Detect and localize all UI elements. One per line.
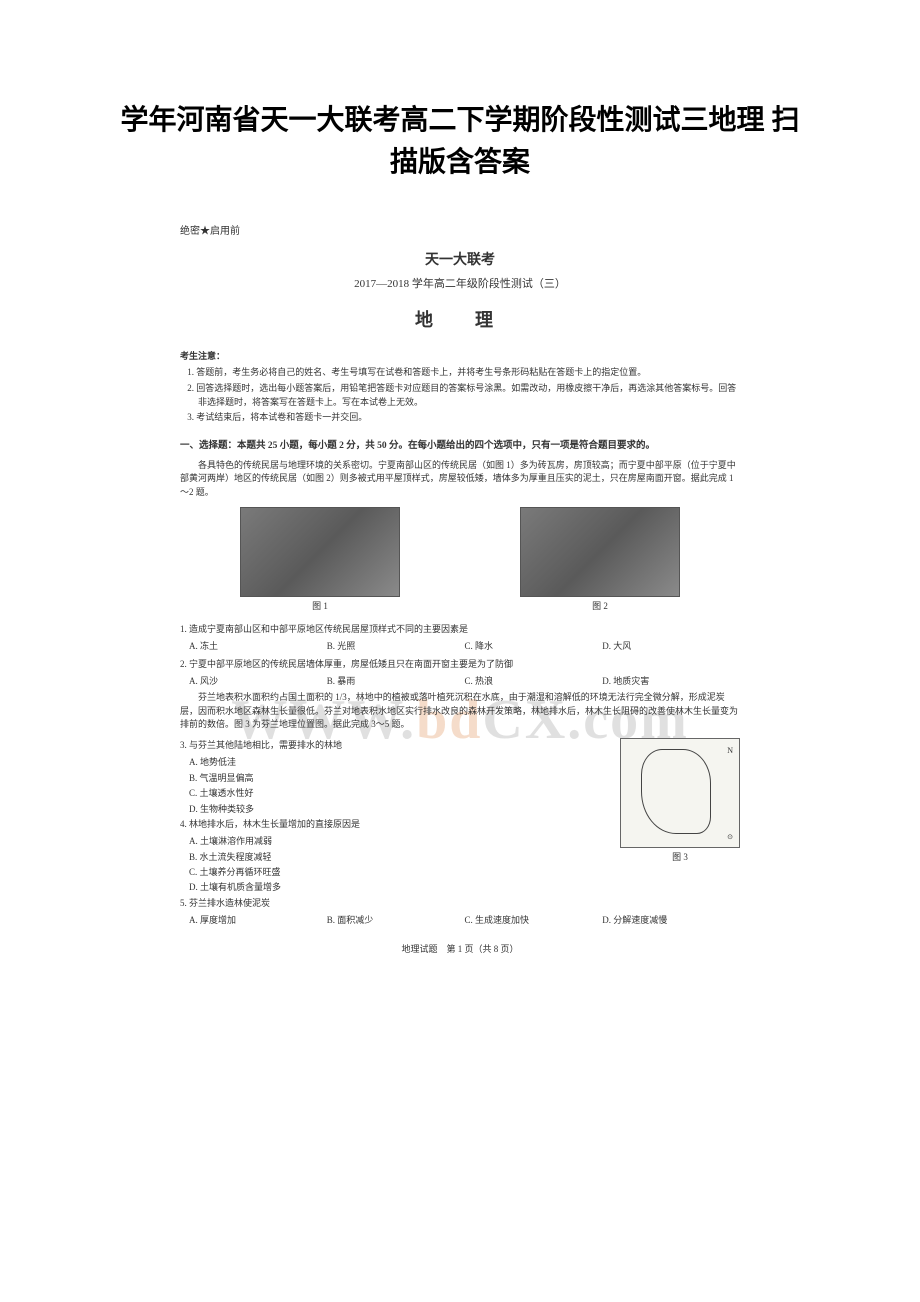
question-4-options: A. 土壤淋溶作用减弱 B. 水土流失程度减轻 C. 土壤养分再循环旺盛 D. … [180, 834, 610, 895]
content-with-map: 3. 与芬兰其他陆地相比，需要排水的林地 A. 地势低洼 B. 气温明显偏高 C… [180, 738, 740, 896]
exam-header: 天一大联考 2017—2018 学年高二年级阶段性测试（三） 地 理 [180, 250, 740, 335]
secret-label: 绝密★启用前 [180, 224, 740, 240]
option-c: C. 降水 [465, 639, 603, 653]
exam-org: 天一大联考 [180, 250, 740, 272]
option-a: A. 土壤淋溶作用减弱 [189, 834, 610, 848]
option-a: A. 厚度增加 [189, 913, 327, 927]
option-d: D. 土壤有机质含量增多 [189, 880, 610, 894]
question-2-options: A. 风沙 B. 暴雨 C. 热浪 D. 地质灾害 [180, 674, 740, 688]
section-header: 一、选择题：本题共 25 小题，每小题 2 分，共 50 分。在每小题给出的四个… [180, 439, 740, 453]
option-b: B. 气温明显偏高 [189, 771, 610, 785]
doc-title: 学年河南省天一大联考高二下学期阶段性测试三地理 扫描版含答案 [120, 100, 800, 184]
subject: 地 理 [180, 306, 740, 335]
figure-1: 图 1 [240, 507, 400, 613]
question-1-options: A. 冻土 B. 光照 C. 降水 D. 大风 [180, 639, 740, 653]
option-a: A. 冻土 [189, 639, 327, 653]
question-1-stem: 1. 造成宁夏南部山区和中部平原地区传统民居屋顶样式不同的主要因素是 [180, 622, 740, 636]
exam-year: 2017—2018 学年高二年级阶段性测试（三） [180, 276, 740, 294]
page-footer: 地理试题 第 1 页（共 8 页） [180, 942, 740, 956]
option-b: B. 光照 [327, 639, 465, 653]
option-b: B. 水土流失程度减轻 [189, 850, 610, 864]
figure-2: 图 2 [520, 507, 680, 613]
question-4-stem: 4. 林地排水后，林木生长量增加的直接原因是 [180, 817, 610, 831]
notice-item: 1. 答题前，考生务必将自己的姓名、考生号填写在试卷和答题卡上，并将考生号条形码… [180, 365, 740, 379]
question-3-stem: 3. 与芬兰其他陆地相比，需要排水的林地 [180, 738, 610, 752]
option-c: C. 生成速度加快 [465, 913, 603, 927]
figure-caption: 图 3 [620, 850, 740, 864]
option-c: C. 土壤透水性好 [189, 786, 610, 800]
option-d: D. 大风 [602, 639, 740, 653]
question-3-options: A. 地势低洼 B. 气温明显偏高 C. 土壤透水性好 D. 生物种类较多 [180, 755, 610, 816]
notice-title: 考生注意： [180, 349, 740, 363]
exam-notice: 考生注意： 1. 答题前，考生务必将自己的姓名、考生号填写在试卷和答题卡上，并将… [180, 349, 740, 425]
option-a: A. 地势低洼 [189, 755, 610, 769]
option-b: B. 暴雨 [327, 674, 465, 688]
option-d: D. 地质灾害 [602, 674, 740, 688]
exam-page: 绝密★启用前 天一大联考 2017—2018 学年高二年级阶段性测试（三） 地 … [180, 224, 740, 956]
notice-item: 2. 回答选择题时，选出每小题答案后，用铅笔把答题卡对应题目的答案标号涂黑。如需… [180, 381, 740, 410]
option-d: D. 分解速度减慢 [602, 913, 740, 927]
option-c: C. 土壤养分再循环旺盛 [189, 865, 610, 879]
question-5-options: A. 厚度增加 B. 面积减少 C. 生成速度加快 D. 分解速度减慢 [180, 913, 740, 927]
option-a: A. 风沙 [189, 674, 327, 688]
question-2-stem: 2. 宁夏中部平原地区的传统民居墙体厚重，房屋低矮且只在南面开窗主要是为了防御 [180, 657, 740, 671]
figure-caption: 图 1 [312, 599, 328, 613]
option-d: D. 生物种类较多 [189, 802, 610, 816]
question-intro: 各具特色的传统民居与地理环境的关系密切。宁夏南部山区的传统民居（如图 1）多为砖… [180, 459, 740, 500]
figure-row: 图 1 图 2 [180, 507, 740, 613]
notice-item: 3. 考试结束后，将本试卷和答题卡一并交回。 [180, 410, 740, 424]
question-5-stem: 5. 芬兰排水造林使泥炭 [180, 896, 740, 910]
figure-caption: 图 2 [592, 599, 608, 613]
figure-3: N ⊙ 图 3 [620, 738, 740, 896]
option-b: B. 面积减少 [327, 913, 465, 927]
question-intro: 芬兰地表积水面积约占国土面积的 1/3，林地中的植被或落叶植死沉积在水底，由于潮… [180, 691, 740, 732]
option-c: C. 热浪 [465, 674, 603, 688]
